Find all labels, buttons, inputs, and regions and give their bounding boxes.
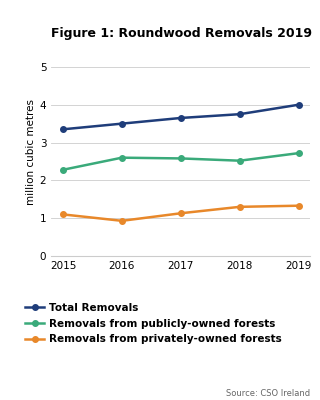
Y-axis label: million cubic metres: million cubic metres bbox=[26, 99, 36, 205]
Removals from publicly-owned forests bbox=[297, 151, 300, 156]
Legend: Total Removals, Removals from publicly-owned forests, Removals from privately-ow: Total Removals, Removals from publicly-o… bbox=[25, 303, 282, 344]
Removals from privately-owned forests bbox=[238, 204, 242, 209]
Removals from privately-owned forests bbox=[61, 212, 65, 217]
Total Removals bbox=[297, 102, 300, 107]
Removals from privately-owned forests bbox=[120, 218, 124, 223]
Removals from publicly-owned forests bbox=[179, 156, 183, 161]
Removals from publicly-owned forests bbox=[61, 167, 65, 172]
Line: Total Removals: Total Removals bbox=[60, 102, 301, 132]
Removals from privately-owned forests bbox=[297, 203, 300, 208]
Text: Figure 1: Roundwood Removals 2019: Figure 1: Roundwood Removals 2019 bbox=[51, 27, 312, 40]
Text: Source: CSO Ireland: Source: CSO Ireland bbox=[226, 389, 310, 398]
Removals from privately-owned forests bbox=[179, 211, 183, 216]
Line: Removals from privately-owned forests: Removals from privately-owned forests bbox=[60, 203, 301, 224]
Removals from publicly-owned forests bbox=[120, 155, 124, 160]
Line: Removals from publicly-owned forests: Removals from publicly-owned forests bbox=[60, 150, 301, 172]
Total Removals bbox=[120, 121, 124, 126]
Removals from publicly-owned forests bbox=[238, 158, 242, 163]
Total Removals bbox=[61, 127, 65, 132]
Total Removals bbox=[179, 116, 183, 120]
Total Removals bbox=[238, 112, 242, 116]
